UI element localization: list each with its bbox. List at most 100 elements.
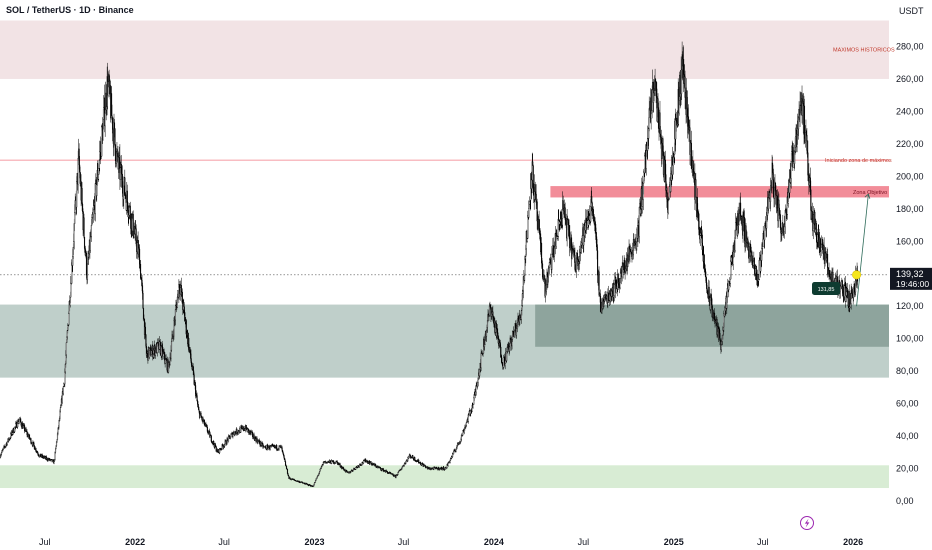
candle-body	[697, 211, 699, 213]
candle-body	[242, 426, 244, 431]
candle-body	[307, 484, 309, 486]
sell-line-label: Iniciando zona de máximos	[825, 158, 892, 164]
candle-body	[142, 293, 144, 309]
marker-price-text: 131,85	[818, 287, 835, 293]
y-tick-label: 180,00	[896, 204, 924, 214]
candle-body	[706, 288, 708, 291]
candle-body	[443, 467, 445, 471]
y-tick-label: 120,00	[896, 301, 924, 311]
candle-body	[630, 252, 633, 254]
candle-body	[438, 467, 440, 471]
x-tick-label: Jul	[39, 537, 51, 547]
candle-body	[629, 249, 632, 252]
current-price-tag-bg	[890, 267, 932, 290]
candle-body	[318, 471, 320, 474]
candle-body	[228, 435, 231, 438]
candle-body	[781, 231, 783, 234]
candle-body	[803, 105, 806, 139]
candle-body	[83, 237, 86, 249]
y-tick-label: 80,00	[896, 366, 919, 376]
candle-body	[741, 216, 743, 225]
x-tick-label: Jul	[757, 537, 769, 547]
candle-body	[64, 371, 66, 385]
candle-body	[281, 447, 283, 451]
candle-body	[761, 248, 763, 261]
candle-body	[59, 407, 61, 413]
current-price-text: 139,32	[896, 269, 924, 279]
candle-body	[86, 263, 89, 281]
candle-body	[453, 450, 455, 455]
candle-body	[170, 341, 173, 351]
candle-body	[67, 325, 69, 331]
zones-layer	[0, 20, 889, 489]
candle-body	[124, 177, 126, 196]
candle-body	[638, 206, 640, 237]
candle-body	[65, 342, 67, 356]
candle-body	[534, 184, 536, 192]
y-tick-label: 200,00	[896, 171, 924, 181]
candle-body	[229, 436, 232, 439]
x-tick-label: Jul	[218, 537, 230, 547]
candle-body	[551, 254, 553, 270]
overlays-layer: MAXIMOS HISTORICOS Iniciando zona de máx…	[812, 48, 895, 307]
candle-body	[62, 386, 64, 395]
candle-body	[70, 282, 72, 298]
candle-body	[174, 309, 176, 321]
x-tick-label: 2024	[484, 537, 504, 547]
y-tick-label: 260,00	[896, 74, 924, 84]
candle-body	[90, 225, 92, 237]
candle-body	[526, 238, 528, 243]
candle-body	[319, 468, 321, 470]
candle-body	[144, 326, 147, 335]
candle-body	[40, 453, 42, 458]
y-tick-label: 220,00	[896, 139, 924, 149]
candle-body	[136, 242, 138, 252]
lightning-bolt-icon[interactable]	[800, 516, 814, 530]
current-price-tag: 139,32 19:46:00	[890, 267, 932, 290]
candle-body	[528, 208, 530, 218]
candle-body	[699, 235, 701, 240]
lightning-bolt-shape	[804, 518, 810, 528]
candle-body	[695, 179, 697, 198]
candle-body	[113, 122, 116, 129]
candle-body	[659, 133, 662, 138]
candle-body	[621, 266, 623, 277]
candle-body	[83, 217, 85, 238]
candle-body	[737, 213, 739, 226]
candle-body	[640, 208, 642, 215]
candle-body	[210, 435, 212, 442]
x-axis[interactable]: Jul 2022 Jul 2023 Jul 2024 Jul 2025 Jul 2026	[39, 537, 863, 547]
candle-body	[104, 112, 106, 127]
candle-body	[346, 470, 348, 472]
candle-body	[470, 409, 472, 412]
target-zone-label: Zona Objetivo	[853, 190, 887, 196]
x-tick-label: 2026	[843, 537, 863, 547]
target-zone	[550, 186, 889, 198]
candle-body	[720, 344, 722, 351]
candle-body	[81, 188, 83, 205]
x-tick-label: 2025	[664, 537, 684, 547]
currency-label: USDT	[899, 6, 924, 16]
y-tick-label: 160,00	[896, 236, 924, 246]
candle-body	[810, 189, 812, 211]
candle-body	[472, 404, 474, 409]
candle-body	[336, 461, 338, 463]
x-tick-label: Jul	[578, 537, 590, 547]
x-tick-label: 2022	[125, 537, 145, 547]
candle-body	[199, 413, 201, 418]
candle-body	[313, 483, 315, 486]
countdown-text: 19:46:00	[896, 279, 929, 289]
candle-body	[77, 158, 79, 185]
chart-title: SOL / TetherUS · 1D · Binance	[6, 5, 134, 15]
low-zone	[0, 465, 889, 489]
projection-arrow-head	[864, 193, 871, 199]
candle-body	[666, 187, 668, 200]
candle-body	[33, 442, 35, 446]
candle-body	[114, 128, 116, 145]
candle-body	[480, 352, 482, 369]
candle-body	[96, 184, 98, 197]
candle-body	[68, 313, 70, 326]
candle-body	[548, 262, 550, 268]
